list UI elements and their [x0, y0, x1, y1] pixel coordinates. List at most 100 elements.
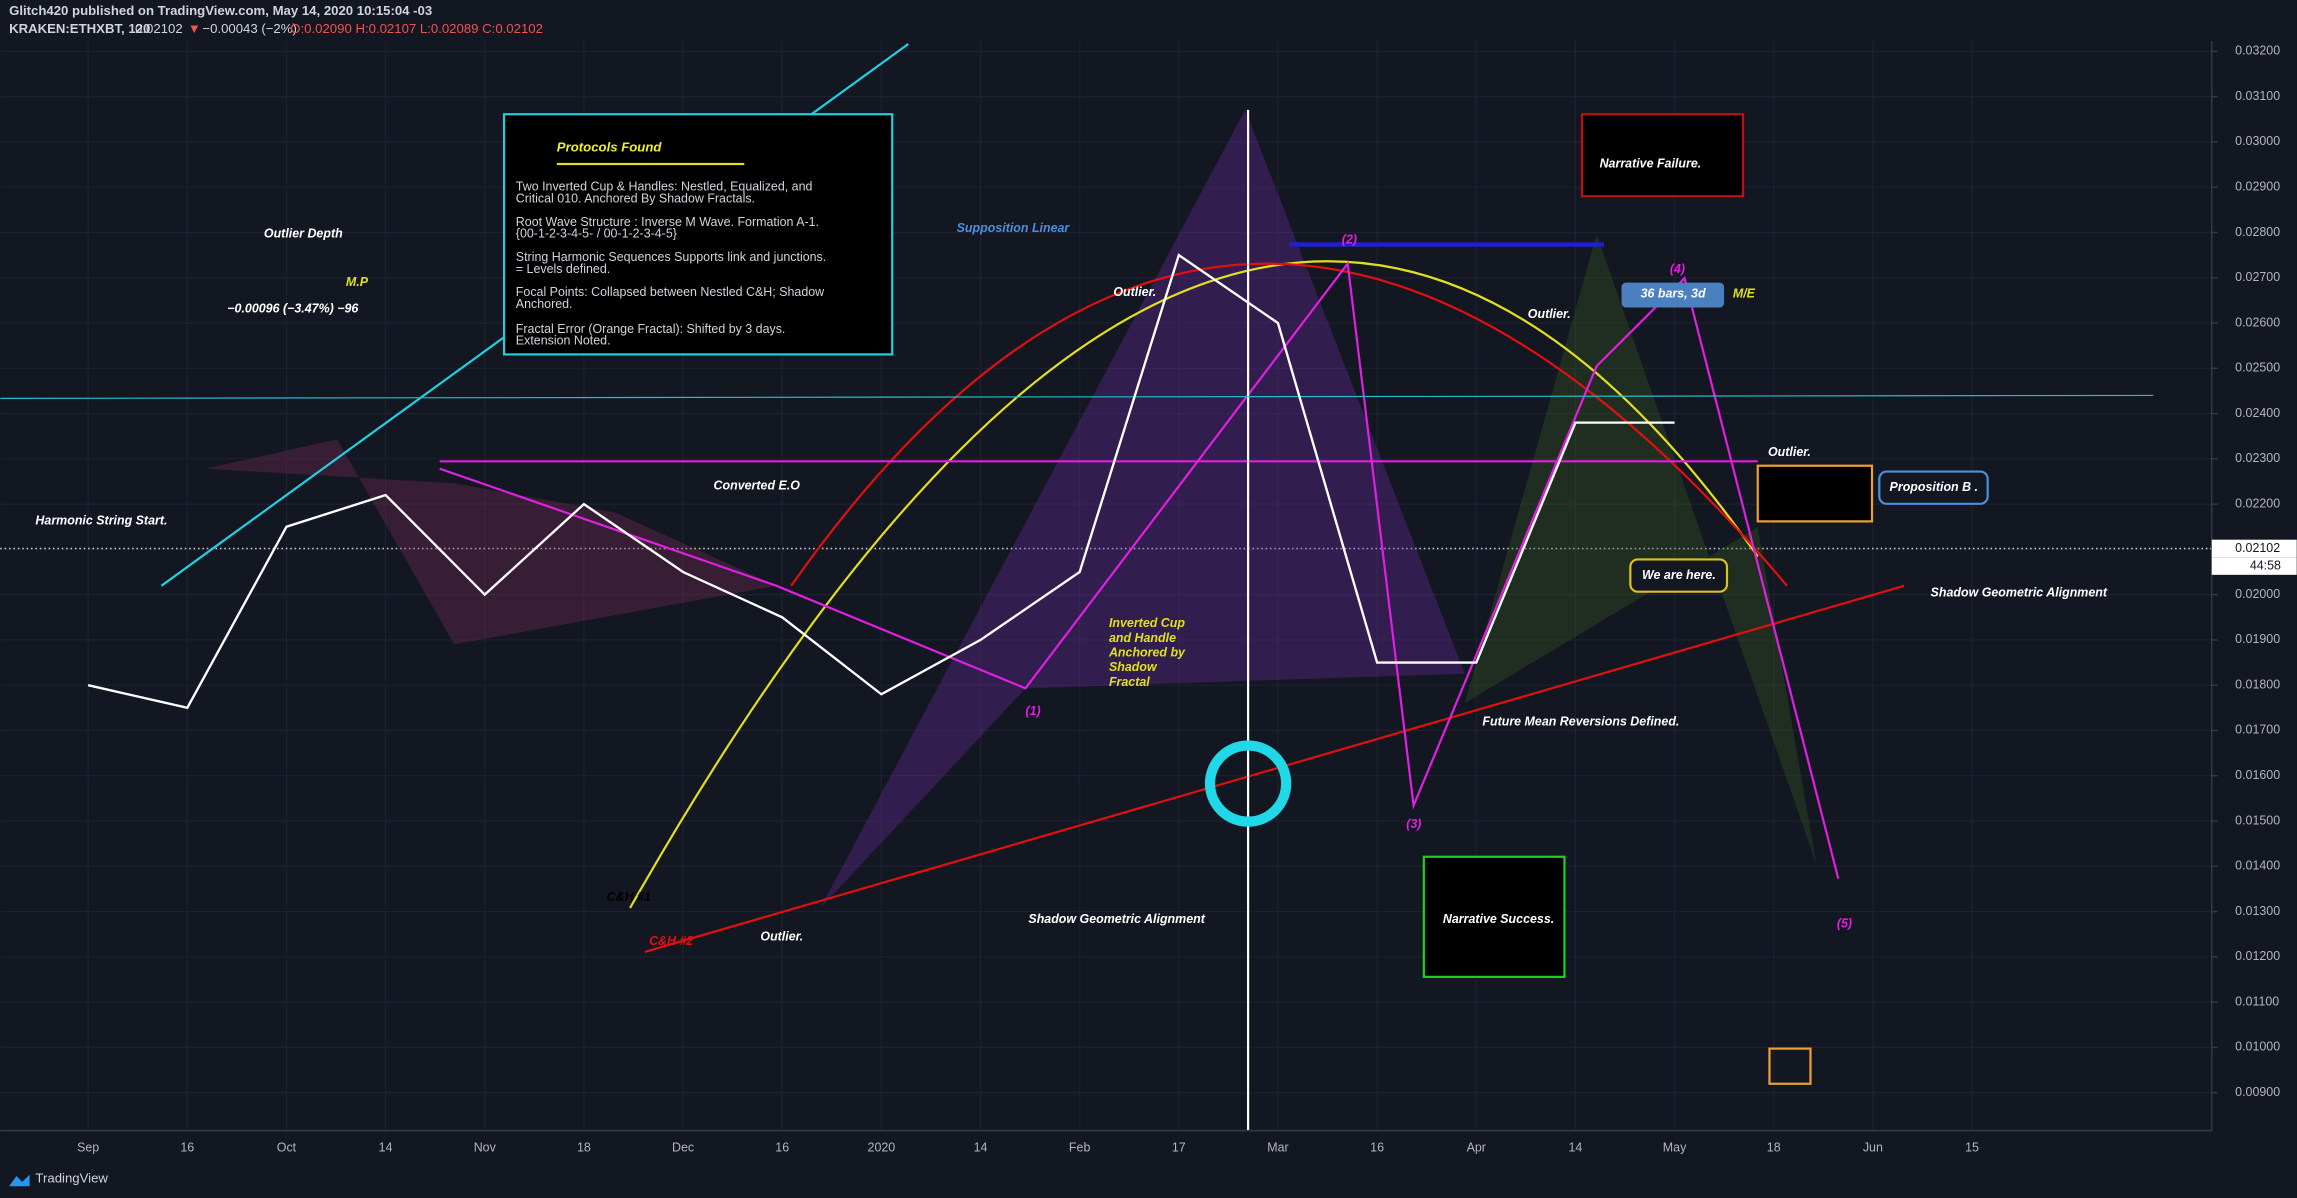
logo [9, 1174, 30, 1187]
protocol-line: {00-1-2-3-4-5- / 00-1-2-3-4-5} [516, 227, 677, 241]
annotation: C&H #2 [649, 934, 693, 948]
annotation: Shadow Geometric Alignment [1028, 912, 1205, 926]
y-tick-label: 0.01100 [2235, 994, 2279, 1008]
x-tick-label: Oct [277, 1140, 297, 1154]
drawings [0, 43, 2154, 1131]
arc [629, 260, 1759, 909]
protocol-line: Extension Noted. [516, 334, 611, 348]
annotation: Future Mean Reversions Defined. [1482, 714, 1679, 728]
y-tick-label: 0.01000 [2235, 1040, 2280, 1054]
x-tick-label: 16 [1370, 1140, 1384, 1154]
box [1580, 113, 1745, 198]
grid [0, 41, 2212, 1131]
footer: TradingView [35, 1170, 108, 1185]
y-tick-label: 0.01300 [2235, 904, 2280, 918]
box [1629, 558, 1729, 593]
x-tick-label: Apr [1467, 1140, 1486, 1154]
y-tick-label: 0.02400 [2235, 406, 2280, 420]
x-tick-label: May [1663, 1140, 1687, 1154]
annotation: Narrative Failure. [1600, 156, 1702, 170]
protocol-line: Root Wave Structure : Inverse M Wave. Fo… [516, 215, 819, 229]
y-tick-label: 0.01400 [2235, 859, 2280, 873]
annotation: Supposition Linear [957, 221, 1071, 235]
protocol-line: Fractal Error (Orange Fractal): Shifted … [516, 322, 786, 336]
x-tick-label: 16 [775, 1140, 789, 1154]
trend-line [644, 584, 1905, 954]
symbol: KRAKEN:ETHXBT, 120 [9, 21, 150, 36]
annotation: M.P [346, 275, 369, 289]
x-tick-label: 17 [1172, 1140, 1186, 1154]
y-tick-label: 0.03000 [2235, 134, 2280, 148]
protocol-line: String Harmonic Sequences Supports link … [516, 250, 826, 264]
pattern-fill [205, 439, 777, 645]
protocols-box [503, 113, 894, 356]
x-tick-label: 2020 [868, 1140, 896, 1154]
change: ▼ [188, 21, 201, 36]
x-tick-label: Nov [474, 1140, 497, 1154]
y-tick-label: 0.02000 [2235, 587, 2280, 601]
x-tick-label: 14 [974, 1140, 988, 1154]
series-layer [87, 253, 1675, 710]
annotation: (2) [1342, 232, 1357, 246]
x-tick-label: 16 [180, 1140, 194, 1154]
y-tick-label: 0.01500 [2235, 813, 2280, 827]
x-tick-label: 18 [1767, 1140, 1781, 1154]
protocol-line: Anchored. [516, 297, 573, 311]
annotation: Outlier. [1768, 445, 1811, 459]
protocol-line: Two Inverted Cup & Handles: Nestled, Equ… [516, 180, 813, 194]
y-tick-label: 0.01700 [2235, 723, 2280, 737]
annotation: Fractal [1109, 675, 1150, 689]
protocol-line: = Levels defined. [516, 262, 610, 276]
annotation: (1) [1025, 704, 1040, 718]
annotation: and Handle [1109, 631, 1176, 645]
x-tick-label: Feb [1069, 1140, 1091, 1154]
last-price: 0.02102 [135, 21, 183, 36]
icon [1204, 740, 1292, 827]
annotation: Inverted Cup [1109, 616, 1185, 630]
x-tick-label: Sep [77, 1140, 99, 1154]
y-tick-label: 0.02700 [2235, 270, 2280, 284]
annotation: Converted E.O [714, 479, 801, 493]
box [1621, 282, 1725, 308]
pattern-fill [820, 109, 1465, 909]
annotations: Outlier Depth M.P −0.00096 (−3.47%) −96 Har… [35, 156, 2107, 948]
annotation: Proposition B . [1890, 480, 1978, 494]
x-tick-label: 14 [379, 1140, 393, 1154]
x-tick-label: 15 [1965, 1140, 1979, 1154]
annotation: We are here. [1642, 568, 1716, 582]
y-tick-label: 0.03100 [2235, 89, 2280, 103]
annotation: Outlier. [1113, 285, 1156, 299]
annotation: Shadow Geometric Alignment [1931, 585, 2108, 599]
y-tick-label: 0.02500 [2235, 361, 2280, 375]
y-tick-label: 0.01200 [2235, 949, 2280, 963]
price-tag [2211, 539, 2297, 558]
annotation: (5) [1837, 916, 1852, 930]
x-tick-label: 18 [577, 1140, 591, 1154]
protocol-line: Focal Points: Collapsed between Nestled … [516, 285, 825, 299]
ohlc: O:0.02090 H:0.02107 L:0.02089 C:0.02102 [290, 21, 543, 36]
y-tick-label: 0.01800 [2235, 677, 2280, 691]
annotation: Outlier Depth [264, 227, 343, 241]
protocol-line: Critical 010. Anchored By Shadow Fractal… [516, 191, 755, 205]
y-tick-label: 0.00900 [2235, 1085, 2280, 1099]
y-tick-label: 0.02900 [2235, 180, 2280, 194]
price-line [87, 253, 1675, 710]
annotation: Anchored by [1108, 645, 1186, 659]
x-tick-label: Jun [1863, 1140, 1883, 1154]
annotation: Harmonic String Start. [35, 514, 167, 528]
box [1422, 855, 1566, 978]
annotation: Outlier. [760, 930, 803, 944]
annotation: Outlier. [1528, 307, 1571, 321]
countdown: 44:58 [2250, 558, 2281, 572]
axis-labels: 0.00900 0.01000 0.01100 0.01200 0.01300 0.014… [77, 44, 2297, 1154]
protocols-text: Two Inverted Cup & Handles: Nestled, Equ… [516, 180, 826, 348]
x-tick-label: 14 [1568, 1140, 1582, 1154]
y-tick-label: 0.02200 [2235, 496, 2280, 510]
annotation: (4) [1670, 262, 1685, 276]
countdown-tag [2211, 557, 2297, 575]
annotation: M/E [1733, 287, 1756, 301]
price-tag-label: 0.02102 [2235, 541, 2280, 555]
publisher: Glitch420 published on TradingView.com, … [9, 3, 432, 18]
